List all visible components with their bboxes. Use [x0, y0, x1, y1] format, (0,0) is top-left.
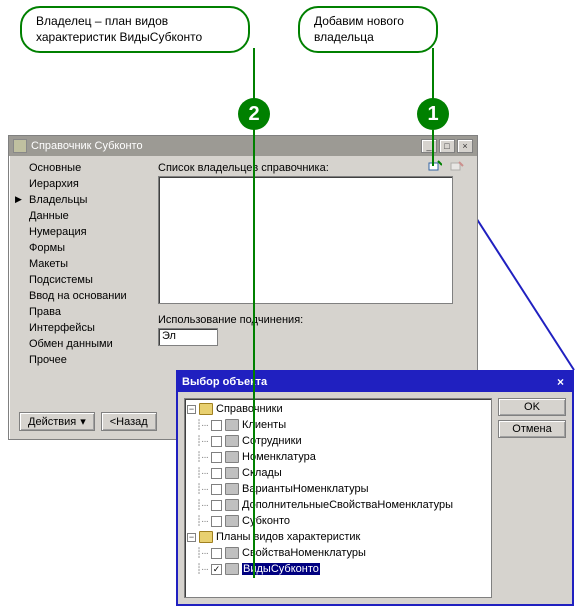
callout-add-owner: Добавим нового владельца: [298, 6, 438, 53]
titlebar[interactable]: Справочник Субконто _ □ ×: [9, 136, 477, 156]
checkbox[interactable]: [211, 436, 222, 447]
usage-field[interactable]: Эл: [158, 328, 218, 346]
tree-leaf[interactable]: ВариантыНоменклатуры: [242, 483, 368, 495]
folder-icon: [199, 403, 213, 415]
nav-item[interactable]: Нумерация: [13, 224, 154, 240]
nav-item[interactable]: Ввод на основании: [13, 288, 154, 304]
cancel-button[interactable]: Отмена: [498, 420, 566, 438]
item-icon: [225, 467, 239, 479]
nav-list: Основные Иерархия Владельцы Данные Нумер…: [9, 156, 154, 439]
tree-connector: ┊···: [196, 564, 208, 575]
tree-leaf[interactable]: СвойстваНоменклатуры: [242, 547, 366, 559]
checkbox[interactable]: [211, 516, 222, 527]
back-button[interactable]: <Назад: [101, 412, 157, 431]
item-icon: [225, 483, 239, 495]
tree-connector: ┊···: [196, 516, 208, 527]
tree-connector: ┊···: [196, 436, 208, 447]
guide-line-1b: [432, 130, 434, 166]
item-icon: [225, 563, 239, 575]
item-icon: [225, 547, 239, 559]
badge-1: 1: [417, 98, 449, 130]
checkbox[interactable]: [211, 452, 222, 463]
close-button[interactable]: ×: [457, 139, 473, 153]
collapse-icon[interactable]: −: [187, 405, 196, 414]
checkbox[interactable]: [211, 420, 222, 431]
tree-connector: ┊···: [196, 468, 208, 479]
item-icon: [225, 435, 239, 447]
nav-item[interactable]: Иерархия: [13, 176, 154, 192]
owners-label: Список владельцев справочника:: [158, 162, 469, 174]
add-owner-icon[interactable]: [427, 158, 443, 174]
remove-owner-icon[interactable]: [449, 158, 465, 174]
tree-connector: ┊···: [196, 484, 208, 495]
tree-connector: ┊···: [196, 548, 208, 559]
tree-leaf[interactable]: ДополнительныеСвойстваНоменклатуры: [242, 499, 453, 511]
tree-leaf[interactable]: Склады: [242, 467, 282, 479]
owners-listbox[interactable]: [158, 176, 453, 304]
nav-item[interactable]: Данные: [13, 208, 154, 224]
tree-node[interactable]: Справочники: [216, 403, 283, 415]
collapse-icon[interactable]: −: [187, 533, 196, 542]
nav-item[interactable]: Основные: [13, 160, 154, 176]
tree-connector: ┊···: [196, 452, 208, 463]
actions-label: Действия: [28, 416, 76, 428]
item-icon: [225, 499, 239, 511]
tree-leaf[interactable]: Сотрудники: [242, 435, 302, 447]
folder-icon: [199, 531, 213, 543]
checkbox[interactable]: [211, 468, 222, 479]
checkbox[interactable]: [211, 548, 222, 559]
checkbox[interactable]: [211, 484, 222, 495]
close-button[interactable]: ×: [553, 375, 568, 389]
titlebar[interactable]: Выбор объекта ×: [178, 372, 572, 392]
window-title: Справочник Субконто: [31, 140, 417, 152]
tree-leaf[interactable]: Субконто: [242, 515, 290, 527]
window-title: Выбор объекта: [182, 376, 553, 388]
nav-item-selected[interactable]: Владельцы: [13, 192, 154, 208]
badge-2: 2: [238, 98, 270, 130]
tree-connector: ┊···: [196, 500, 208, 511]
nav-item[interactable]: Прочее: [13, 352, 154, 368]
maximize-button[interactable]: □: [439, 139, 455, 153]
nav-item[interactable]: Права: [13, 304, 154, 320]
minimize-button[interactable]: _: [421, 139, 437, 153]
window-object-selection: Выбор объекта × − Справочники ┊··· Клиенты…: [176, 370, 574, 606]
item-icon: [225, 515, 239, 527]
nav-item[interactable]: Обмен данными: [13, 336, 154, 352]
chevron-down-icon: ▾: [80, 415, 86, 428]
actions-button[interactable]: Действия ▾: [19, 412, 95, 431]
nav-item[interactable]: Интерфейсы: [13, 320, 154, 336]
window-icon: [13, 139, 27, 153]
tree-connector: ┊···: [196, 420, 208, 431]
tree-leaf[interactable]: Клиенты: [242, 419, 286, 431]
tree-node[interactable]: Планы видов характеристик: [216, 531, 360, 543]
checkbox-checked[interactable]: ✓: [211, 564, 222, 575]
object-tree[interactable]: −Справочники ┊···Клиенты ┊···Сотрудники …: [184, 398, 492, 598]
nav-item[interactable]: Подсистемы: [13, 272, 154, 288]
callout-owner-plan: Владелец – план видов характеристик Виды…: [20, 6, 250, 53]
usage-label: Использование подчинения:: [158, 314, 469, 326]
ok-button[interactable]: OK: [498, 398, 566, 416]
checkbox[interactable]: [211, 500, 222, 511]
nav-item[interactable]: Формы: [13, 240, 154, 256]
item-icon: [225, 451, 239, 463]
item-icon: [225, 419, 239, 431]
nav-item[interactable]: Макеты: [13, 256, 154, 272]
